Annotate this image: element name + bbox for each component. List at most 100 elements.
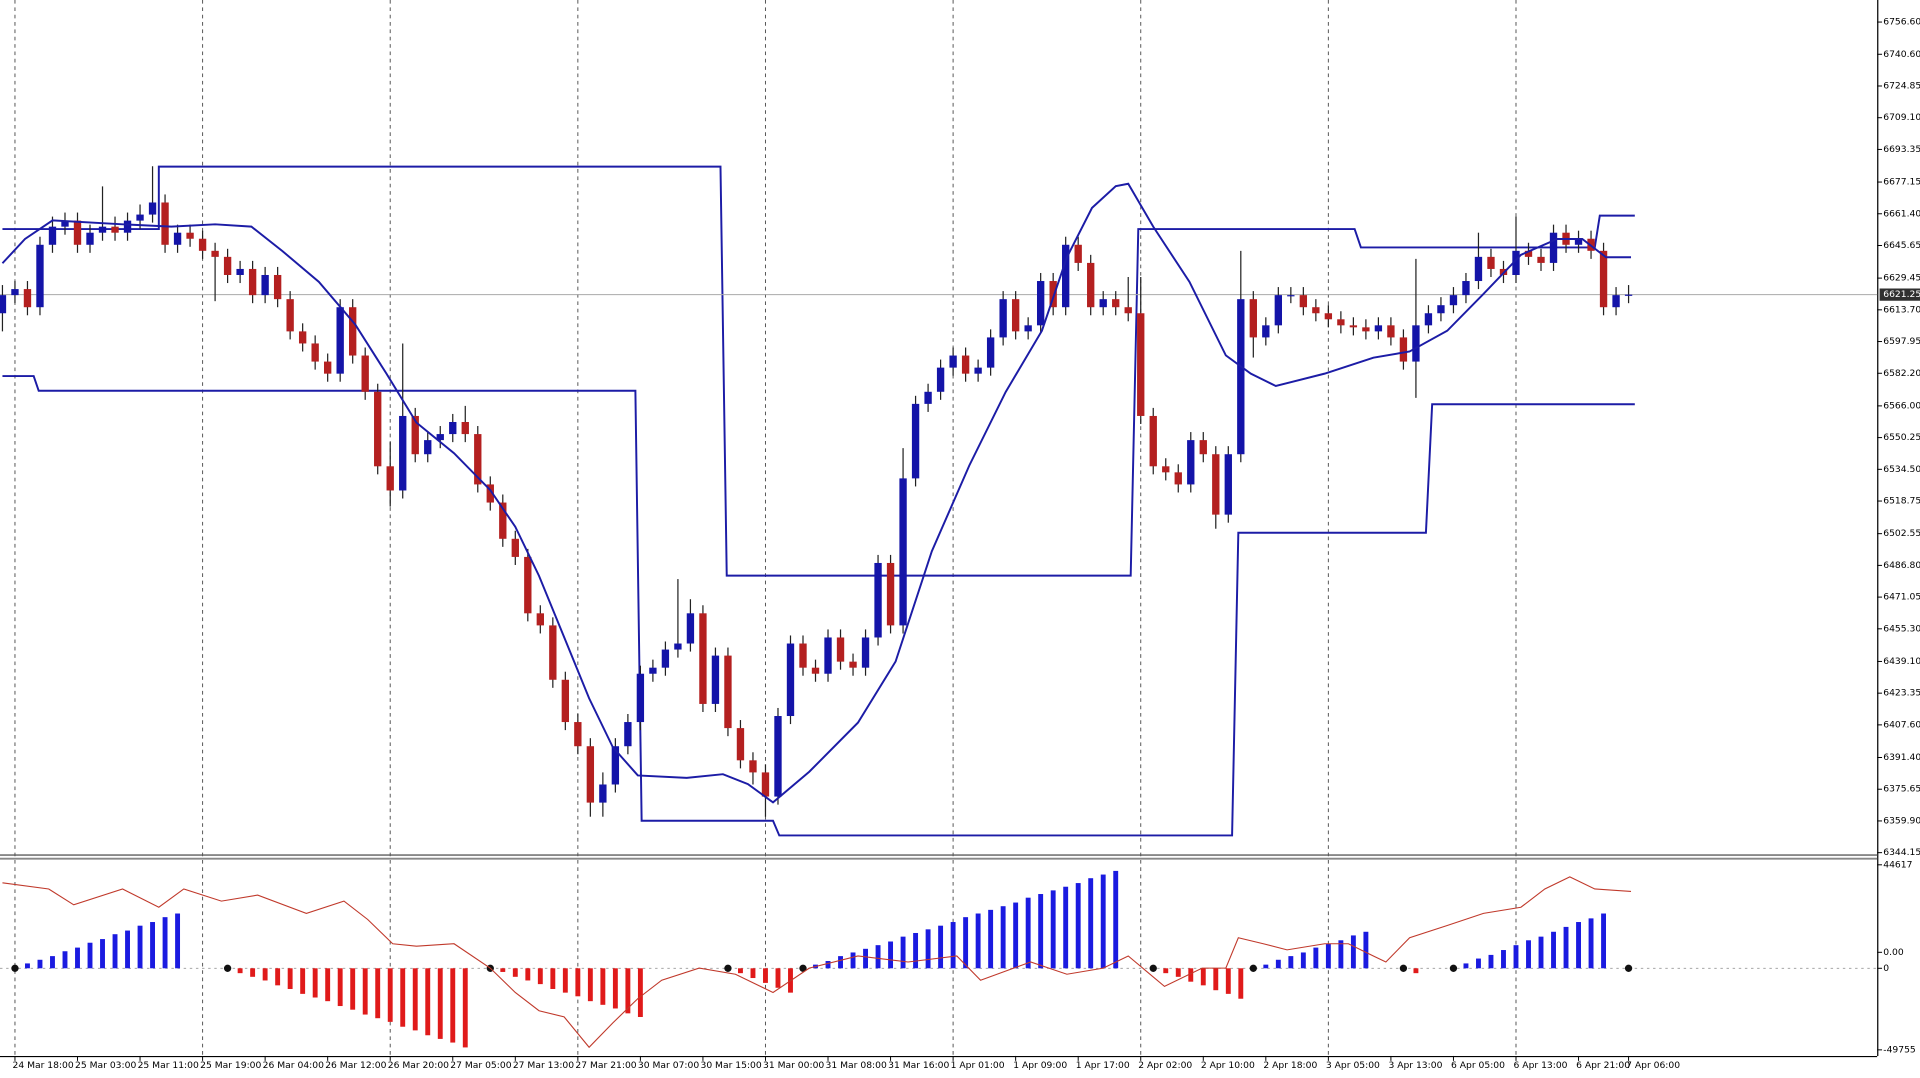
- candle-body: [586, 746, 595, 803]
- candle-body: [1424, 313, 1433, 326]
- y-tick-label: 6566.00: [1883, 400, 1920, 411]
- histogram-bar: [300, 968, 306, 994]
- candle-body: [1287, 295, 1295, 297]
- y-tick-label: 6756.60: [1883, 17, 1920, 28]
- histogram-bar: [100, 939, 105, 969]
- candle-body: [86, 232, 94, 245]
- upper-channel: [2, 165, 1635, 577]
- candle-body: [324, 361, 332, 374]
- y-tick-label: -49755: [1883, 1044, 1916, 1055]
- histogram-bar: [575, 968, 581, 997]
- candle-body: [236, 268, 244, 275]
- candle-body: [211, 250, 219, 257]
- candle-body: [111, 226, 119, 233]
- candle-body: [1049, 281, 1057, 308]
- candle-body: [524, 556, 532, 614]
- histogram-bar: [87, 942, 93, 969]
- candle-body: [1137, 313, 1145, 416]
- candle-body: [1624, 294, 1633, 296]
- histogram-bar: [1538, 936, 1544, 969]
- histogram-bar: [425, 968, 431, 1036]
- candle-body: [1087, 262, 1095, 308]
- histogram-bar: [500, 968, 506, 972]
- histogram-bar: [1563, 926, 1569, 969]
- histogram-bar: [1588, 918, 1594, 969]
- y-tick-label: 6597.95: [1883, 336, 1920, 347]
- zero-dot: [1624, 964, 1633, 972]
- histogram-bar: [275, 968, 281, 986]
- histogram-bar: [637, 968, 643, 1017]
- y-tick-label: 6391.40: [1883, 752, 1920, 763]
- candle-body: [1449, 295, 1458, 306]
- histogram-bar: [775, 968, 781, 988]
- candle-body: [336, 307, 344, 374]
- candle-body: [536, 613, 544, 626]
- candle-body: [724, 655, 732, 729]
- y-tick-label: 6550.25: [1883, 432, 1920, 443]
- candle-body: [1312, 307, 1320, 314]
- zero-dot: [1149, 964, 1157, 972]
- histogram-bar: [1063, 886, 1069, 969]
- candle-body: [599, 784, 607, 803]
- candle-body: [36, 244, 44, 308]
- y-tick-label: 6455.30: [1883, 623, 1920, 634]
- current-price-tag: [1879, 288, 1920, 301]
- x-tick-label: 25 Mar 11:00: [138, 1060, 199, 1071]
- candle-body: [624, 722, 632, 747]
- histogram-bar: [600, 968, 606, 1005]
- candle-body: [1437, 305, 1445, 314]
- candle-body: [1337, 319, 1345, 326]
- histogram-bar: [1013, 902, 1019, 969]
- histogram-bar: [1263, 964, 1269, 969]
- x-tick-label: 31 Mar 00:00: [763, 1060, 824, 1071]
- zero-dot: [724, 964, 732, 972]
- histogram-bar: [1413, 968, 1419, 974]
- y-tick-label: 6471.05: [1883, 592, 1920, 603]
- candle-body: [1374, 325, 1383, 332]
- candle-body: [1199, 440, 1207, 455]
- y-tick-label: 6344.15: [1883, 847, 1920, 858]
- histogram-bar: [850, 952, 856, 969]
- histogram-bar: [750, 968, 756, 979]
- histogram-bar: [1088, 878, 1094, 969]
- y-tick-label: 44617: [1883, 859, 1912, 870]
- candle-body: [636, 673, 645, 723]
- histogram-bar: [988, 909, 994, 969]
- x-tick-label: 31 Mar 16:00: [888, 1060, 949, 1071]
- candle-body: [1149, 415, 1157, 467]
- candle-body: [936, 367, 945, 392]
- candle-body: [399, 415, 407, 491]
- histogram-bar: [1350, 935, 1356, 969]
- candle-body: [461, 421, 469, 435]
- y-tick-label: 6709.10: [1883, 112, 1920, 123]
- y-tick-label: 6613.70: [1883, 304, 1920, 315]
- candle-body: [999, 299, 1007, 338]
- y-tick-label: 6375.65: [1883, 784, 1920, 795]
- candle-body: [1036, 281, 1045, 326]
- histogram-bar: [1200, 968, 1206, 986]
- candle-body: [561, 679, 570, 723]
- histogram-bar: [1513, 945, 1519, 969]
- x-tick-label: 26 Mar 20:00: [388, 1060, 449, 1071]
- zero-dot: [11, 964, 19, 972]
- histogram-bar: [50, 956, 55, 969]
- y-tick-label: 6677.15: [1883, 177, 1920, 188]
- x-tick-label: 27 Mar 13:00: [513, 1060, 574, 1071]
- y-tick-label: 0.00: [1883, 947, 1904, 958]
- zero-dot: [1399, 964, 1408, 972]
- current-price-label: 6621.25: [1883, 289, 1920, 300]
- candle-body: [1162, 466, 1170, 473]
- candle-body: [1412, 325, 1420, 362]
- lower-channel: [2, 375, 1635, 837]
- candle-body: [223, 256, 232, 275]
- candle-body: [1011, 299, 1020, 332]
- x-tick-label: 2 Apr 18:00: [1263, 1060, 1317, 1071]
- candle-body: [173, 232, 182, 245]
- histogram-bar: [1163, 968, 1169, 974]
- candle-body: [699, 613, 707, 704]
- candle-body: [474, 434, 482, 485]
- y-tick-label: 6693.35: [1883, 144, 1920, 155]
- histogram-bar: [1526, 940, 1531, 969]
- candle-body: [836, 637, 845, 662]
